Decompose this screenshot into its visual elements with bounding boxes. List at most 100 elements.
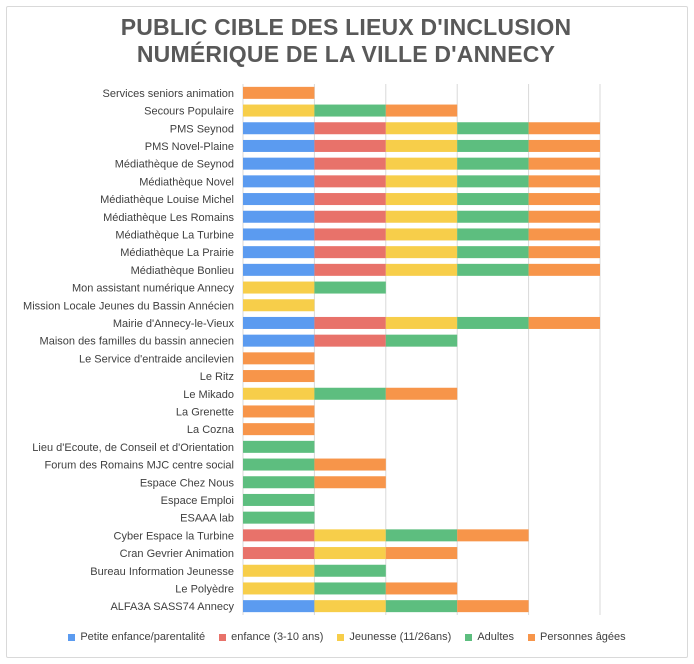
bar-segment-series-4 bbox=[314, 476, 386, 489]
category-label: Mission Locale Jeunes du Bassin Annécien bbox=[23, 300, 234, 312]
category-label: Mon assistant numérique Annecy bbox=[72, 283, 235, 295]
bar-segment-series-1 bbox=[314, 139, 386, 152]
bar-segment-series-4 bbox=[528, 122, 600, 135]
bar-segment-series-3 bbox=[314, 104, 386, 117]
category-label: Médiathèque Les Romains bbox=[103, 212, 234, 224]
bar-segment-series-4 bbox=[528, 246, 600, 259]
bar-segment-series-2 bbox=[385, 175, 458, 188]
bar-segment-series-4 bbox=[528, 175, 600, 188]
legend-swatch bbox=[465, 633, 473, 641]
bar-segment-series-3 bbox=[457, 175, 529, 188]
bar-segment-series-1 bbox=[314, 334, 386, 347]
bar-segment-series-4 bbox=[457, 529, 529, 542]
bar-segment-series-2 bbox=[243, 387, 315, 400]
bar-segment-series-2 bbox=[314, 600, 386, 613]
bar-segment-series-2 bbox=[385, 316, 458, 329]
bar-segment-series-2 bbox=[243, 104, 315, 117]
bar-segment-series-0 bbox=[243, 157, 315, 170]
bar-segment-series-4 bbox=[385, 104, 458, 117]
bar-segment-series-2 bbox=[243, 299, 315, 312]
bar-segment-series-4 bbox=[314, 458, 386, 471]
category-label: Espace Chez Nous bbox=[140, 477, 235, 489]
bar-segment-series-1 bbox=[314, 157, 386, 170]
category-label: Mairie d'Annecy-le-Vieux bbox=[113, 318, 235, 330]
bar-segment-series-3 bbox=[457, 122, 529, 135]
chart-title-line-1: PUBLIC CIBLE DES LIEUX D'INCLUSION bbox=[120, 14, 572, 40]
category-label: PMS Seynod bbox=[170, 123, 234, 135]
category-label: Le Polyèdre bbox=[175, 583, 234, 595]
category-label: Espace Emploi bbox=[161, 495, 234, 507]
bar-segment-series-3 bbox=[385, 529, 458, 542]
bar-segment-series-2 bbox=[243, 582, 315, 595]
bar-segment-series-3 bbox=[243, 511, 315, 524]
bar-segment-series-4 bbox=[385, 387, 458, 400]
bar-segment-series-4 bbox=[528, 263, 600, 276]
bar-segment-series-3 bbox=[457, 139, 529, 152]
bar-segment-series-0 bbox=[243, 316, 315, 329]
legend-swatch bbox=[68, 633, 76, 641]
chart-title: PUBLIC CIBLE DES LIEUX D'INCLUSION NUMÉR… bbox=[6, 14, 686, 68]
bar-segment-series-0 bbox=[243, 246, 315, 259]
bar-segment-series-3 bbox=[457, 228, 529, 241]
legend-item-3: Adultes bbox=[465, 631, 514, 643]
bar-segment-series-2 bbox=[385, 193, 458, 206]
bar-segment-series-4 bbox=[243, 352, 315, 365]
bar-segment-series-4 bbox=[385, 582, 458, 595]
bar-segment-series-2 bbox=[385, 157, 458, 170]
bar-segment-series-3 bbox=[243, 476, 315, 489]
category-label: Forum des Romains MJC centre social bbox=[44, 460, 234, 472]
category-label: Le Ritz bbox=[200, 371, 234, 383]
category-label: Cran Gevrier Animation bbox=[120, 548, 234, 560]
category-label: Services seniors animation bbox=[103, 88, 234, 100]
category-label: Le Mikado bbox=[183, 389, 234, 401]
legend-label: Personnes âgées bbox=[540, 631, 626, 643]
bar-segment-series-3 bbox=[385, 600, 458, 613]
bar-segment-series-3 bbox=[314, 564, 386, 577]
bar-segment-series-1 bbox=[314, 246, 386, 259]
category-label: La Cozna bbox=[187, 424, 235, 436]
legend-item-1: enfance (3-10 ans) bbox=[219, 631, 323, 643]
bar-segment-series-4 bbox=[243, 370, 315, 383]
bar-segment-series-3 bbox=[314, 281, 386, 294]
category-label: PMS Novel-Plaine bbox=[145, 141, 234, 153]
bar-segment-series-1 bbox=[314, 210, 386, 223]
category-label: Maison des familles du bassin annecien bbox=[40, 336, 234, 348]
category-label: Médiathèque de Seynod bbox=[115, 159, 234, 171]
legend-label: Adultes bbox=[477, 631, 515, 643]
bar-segment-series-2 bbox=[243, 564, 315, 577]
category-label: Médiathèque Novel bbox=[139, 176, 234, 188]
bar-segment-series-0 bbox=[243, 263, 315, 276]
bar-segment-series-3 bbox=[243, 440, 315, 453]
bar-segment-series-4 bbox=[243, 86, 315, 99]
legend-item-4: Personnes âgées bbox=[528, 631, 626, 643]
category-label: Cyber Espace la Turbine bbox=[114, 530, 234, 542]
bar-segment-series-1 bbox=[243, 529, 315, 542]
bar-segment-series-0 bbox=[243, 122, 315, 135]
bar-segment-series-0 bbox=[243, 210, 315, 223]
bar-segment-series-4 bbox=[528, 210, 600, 223]
category-label: Secours Populaire bbox=[144, 106, 234, 118]
bar-segment-series-2 bbox=[243, 281, 315, 294]
category-label: ALFA3A SASS74 Annecy bbox=[110, 601, 234, 613]
bar-segment-series-2 bbox=[314, 529, 386, 542]
bar-segment-series-1 bbox=[314, 122, 386, 135]
bar-segment-series-2 bbox=[314, 547, 386, 560]
bar-segment-series-3 bbox=[243, 493, 315, 506]
bar-segment-series-0 bbox=[243, 139, 315, 152]
bar-segment-series-1 bbox=[314, 175, 386, 188]
category-label: Médiathèque Bonlieu bbox=[131, 265, 234, 277]
chart-legend: Petite enfance/parentalité enfance (3-10 … bbox=[0, 628, 694, 646]
bar-segment-series-4 bbox=[243, 423, 315, 436]
bar-segment-series-2 bbox=[385, 263, 458, 276]
bar-segment-series-2 bbox=[385, 122, 458, 135]
category-label: Médiathèque Louise Michel bbox=[100, 194, 234, 206]
bar-segment-series-3 bbox=[457, 193, 529, 206]
bar-segment-series-3 bbox=[314, 387, 386, 400]
legend-swatch bbox=[219, 633, 227, 641]
bar-segment-series-2 bbox=[385, 139, 458, 152]
bar-segment-series-2 bbox=[385, 210, 458, 223]
bar-segment-series-3 bbox=[314, 582, 386, 595]
bar-segment-series-1 bbox=[314, 193, 386, 206]
legend-label: enfance (3-10 ans) bbox=[231, 631, 324, 643]
bar-segment-series-4 bbox=[528, 228, 600, 241]
